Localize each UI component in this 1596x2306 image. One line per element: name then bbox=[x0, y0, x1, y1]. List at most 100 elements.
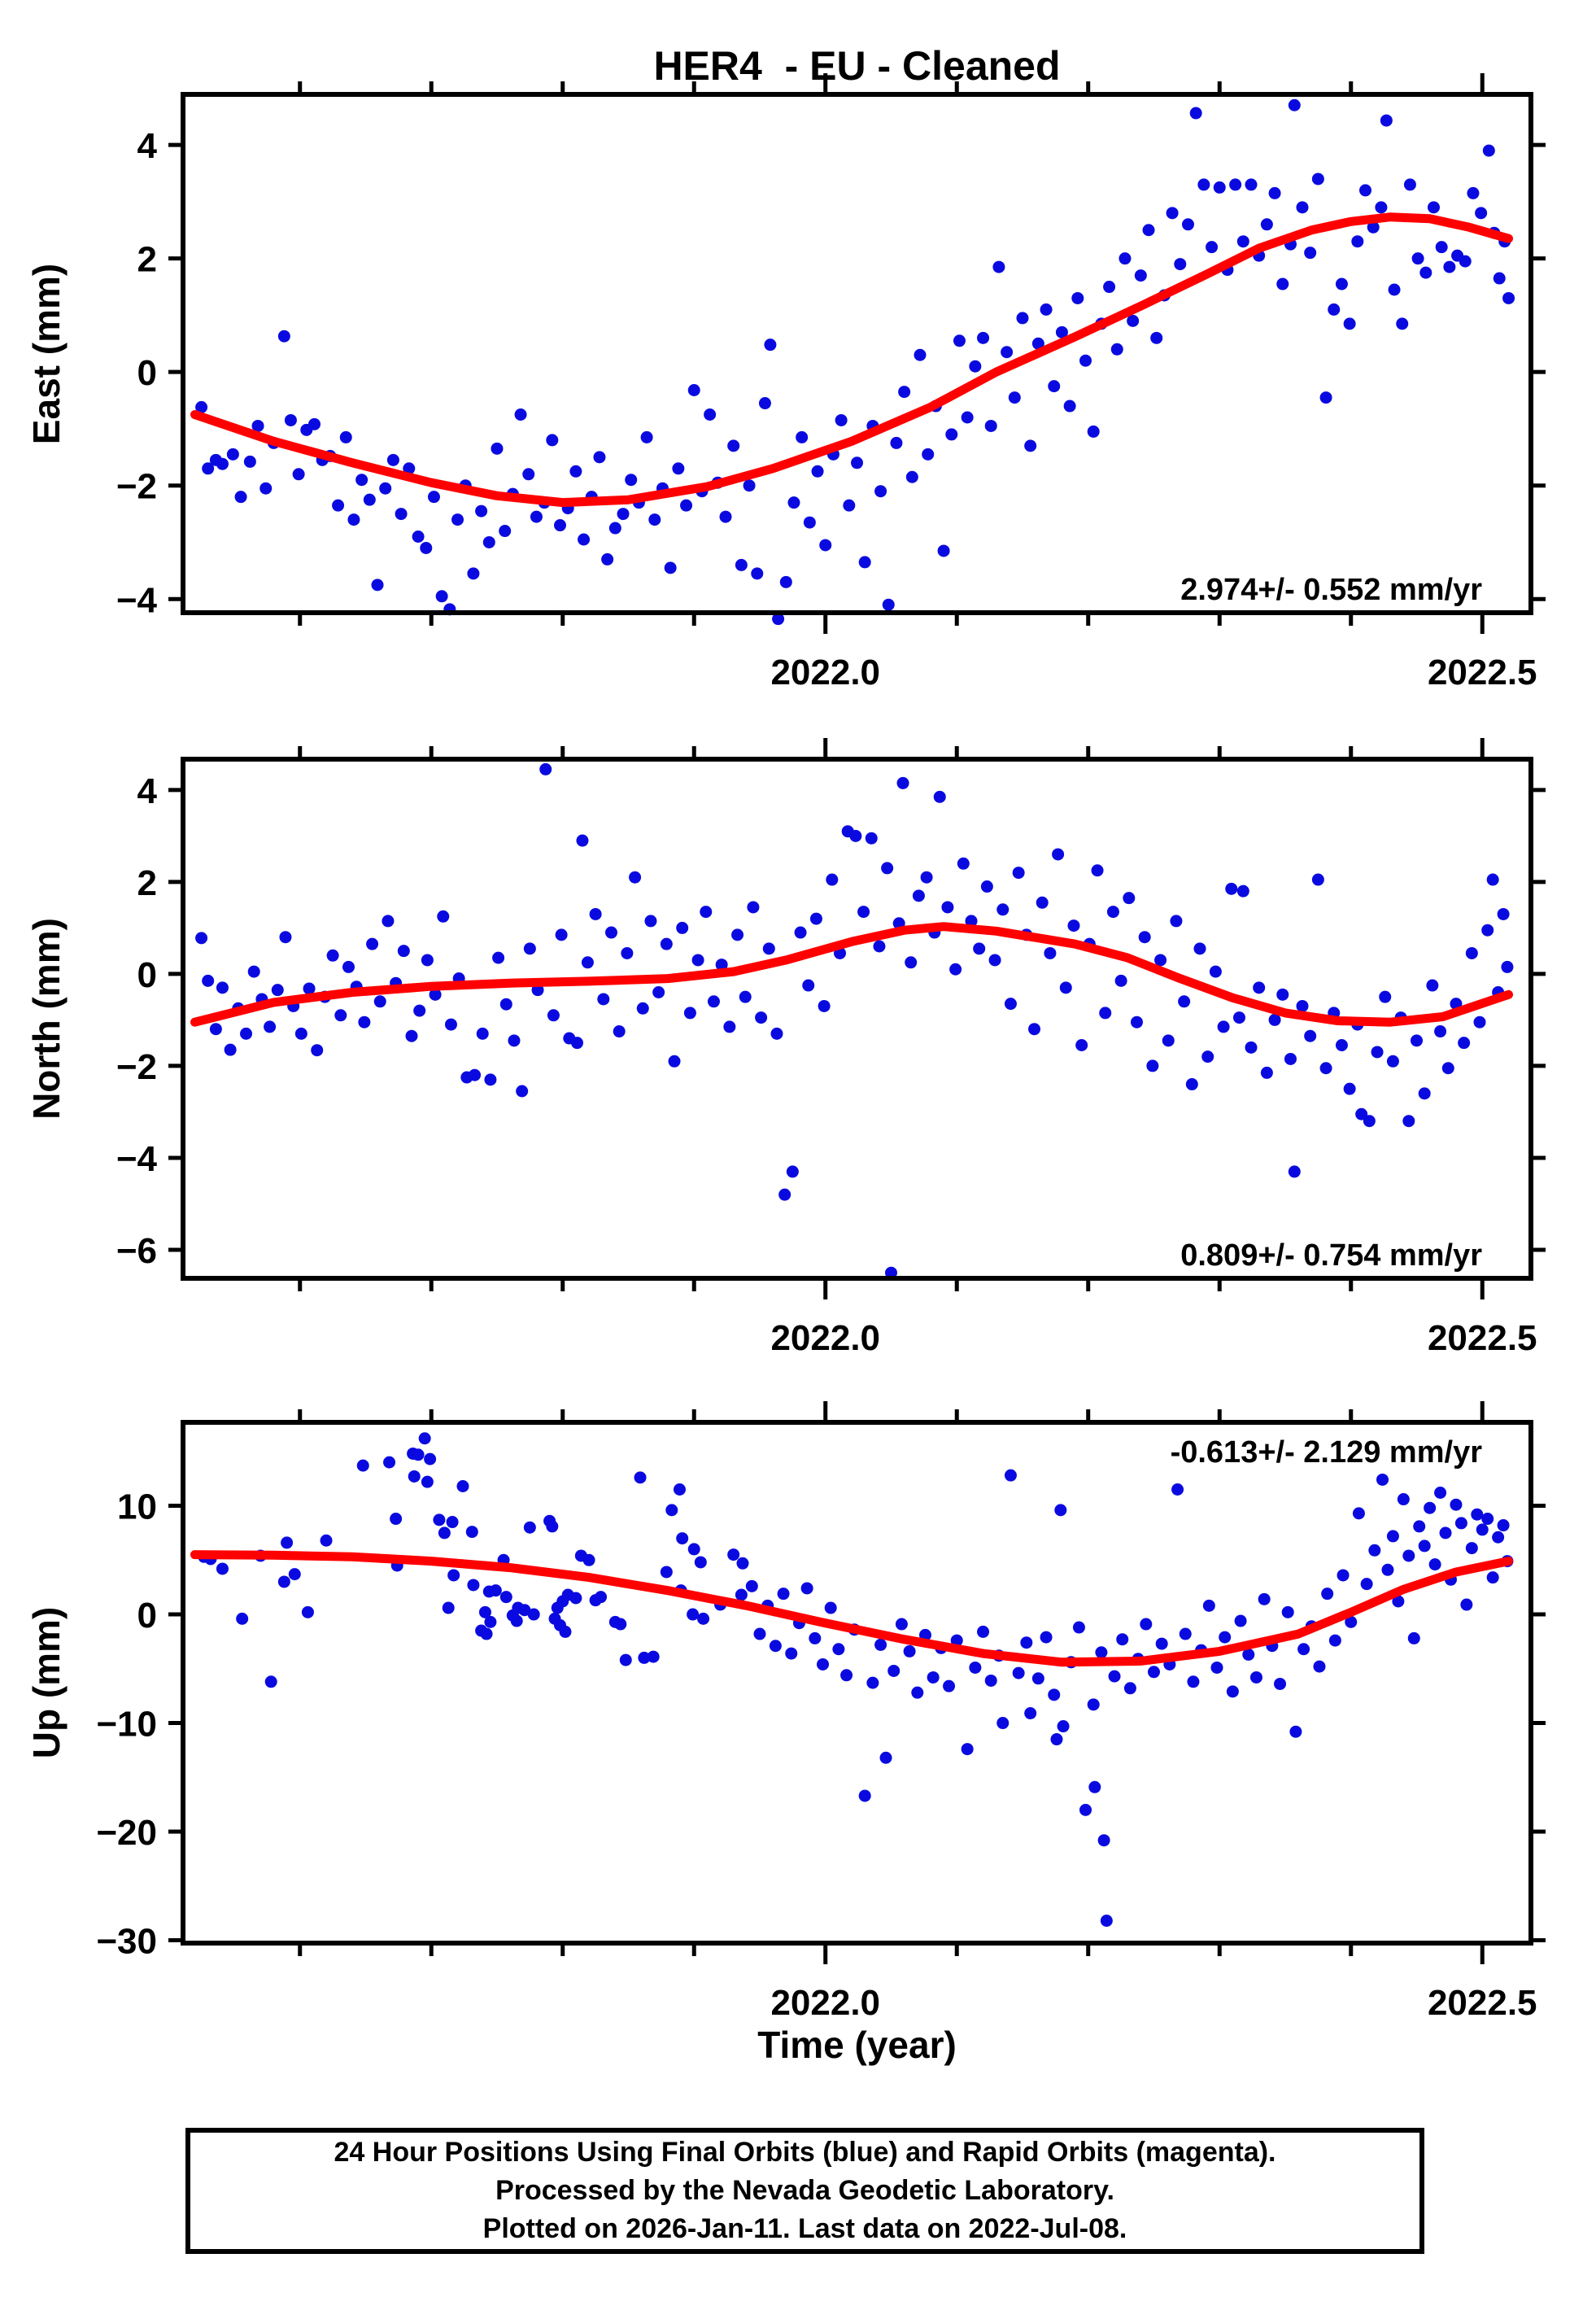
data-point bbox=[1288, 98, 1301, 111]
data-point bbox=[957, 857, 970, 870]
data-point bbox=[849, 829, 862, 842]
plot-border bbox=[181, 1420, 1533, 1946]
data-point bbox=[569, 1592, 582, 1605]
x-tick-label: 2022.5 bbox=[1428, 1318, 1537, 1358]
data-point bbox=[1276, 277, 1289, 290]
data-point bbox=[1044, 946, 1057, 959]
data-point bbox=[743, 479, 756, 492]
data-point bbox=[1236, 884, 1249, 898]
data-point bbox=[1296, 999, 1309, 1012]
data-point bbox=[332, 499, 345, 512]
data-point bbox=[429, 988, 442, 1001]
time-axis-label: Time (year) bbox=[757, 2024, 957, 2066]
data-point bbox=[1134, 269, 1147, 282]
data-point bbox=[779, 575, 792, 588]
data-point bbox=[1170, 915, 1183, 928]
data-point bbox=[1260, 1066, 1273, 1079]
up-plot-canvas: 2022.0 2022.5 10 0 −10 −20 −30 bbox=[96, 1401, 1546, 2023]
data-point bbox=[1020, 1636, 1033, 1649]
data-point bbox=[1219, 1631, 1232, 1644]
data-point bbox=[1328, 1634, 1341, 1647]
data-point bbox=[866, 1676, 879, 1689]
data-point bbox=[895, 1618, 908, 1631]
data-point bbox=[1465, 1542, 1478, 1555]
data-point bbox=[1206, 241, 1219, 254]
data-point bbox=[1337, 1569, 1350, 1582]
data-point bbox=[905, 470, 918, 483]
data-point bbox=[514, 408, 527, 421]
trend-line bbox=[190, 922, 1513, 1027]
data-point bbox=[858, 556, 871, 569]
data-point bbox=[465, 1526, 478, 1539]
data-point bbox=[1155, 1637, 1168, 1650]
data-point bbox=[652, 986, 665, 999]
data-point bbox=[1402, 1549, 1415, 1562]
data-point bbox=[1201, 1050, 1214, 1063]
data-point bbox=[1008, 391, 1021, 404]
data-point bbox=[1475, 207, 1488, 220]
y-tick-label: −4 bbox=[116, 1139, 158, 1179]
data-point bbox=[745, 1579, 758, 1592]
data-point bbox=[1116, 1633, 1129, 1646]
data-point bbox=[236, 1612, 249, 1625]
data-point bbox=[1419, 266, 1432, 279]
data-point bbox=[216, 457, 229, 470]
data-point bbox=[1304, 1029, 1317, 1042]
data-point bbox=[1411, 252, 1424, 265]
data-point bbox=[518, 1604, 531, 1617]
data-point bbox=[595, 1591, 608, 1604]
data-point bbox=[475, 504, 488, 518]
data-point bbox=[1146, 1059, 1159, 1072]
data-point bbox=[1004, 1469, 1017, 1482]
data-point bbox=[489, 1584, 502, 1597]
data-point bbox=[1048, 1688, 1061, 1701]
data-point bbox=[1482, 144, 1495, 157]
data-point bbox=[874, 485, 887, 498]
data-point bbox=[1434, 1487, 1447, 1500]
data-point bbox=[794, 926, 807, 939]
data-point bbox=[582, 1553, 595, 1566]
data-point bbox=[694, 1556, 707, 1569]
data-point bbox=[739, 990, 752, 1003]
y-tick-label: 0 bbox=[137, 353, 157, 393]
data-point bbox=[339, 430, 352, 443]
data-point bbox=[865, 832, 878, 845]
data-point bbox=[625, 474, 638, 487]
y-tick-label: 0 bbox=[137, 955, 157, 995]
data-point bbox=[1100, 1914, 1113, 1927]
up-plot: Up (mm) 2022.0 2022.5 10 0 −10 −20 −30 -0.613+… bbox=[25, 1401, 1546, 2023]
y-tick-label: 2 bbox=[137, 863, 157, 903]
data-point bbox=[1075, 1038, 1088, 1051]
data-point bbox=[467, 567, 480, 580]
data-point bbox=[1367, 221, 1380, 234]
data-point bbox=[1450, 1498, 1463, 1511]
data-point bbox=[403, 462, 416, 475]
east-plot: East (mm) 2022.0 2022.5 4 2 0 −2 −4 2.974+/- 0… bbox=[25, 73, 1546, 692]
data-point bbox=[1048, 380, 1061, 393]
data-point bbox=[427, 491, 440, 504]
data-point bbox=[1379, 990, 1392, 1003]
data-point bbox=[1345, 1615, 1358, 1628]
data-point bbox=[1079, 1803, 1092, 1816]
data-point bbox=[311, 1044, 324, 1057]
data-point bbox=[209, 1023, 222, 1036]
y-tick-label: 10 bbox=[117, 1487, 157, 1527]
data-point bbox=[809, 1631, 822, 1644]
data-point bbox=[1268, 186, 1281, 199]
data-point bbox=[937, 544, 950, 557]
east-velocity-annotation: 2.974+/- 0.552 mm/yr bbox=[1180, 573, 1482, 607]
data-point bbox=[442, 1601, 455, 1614]
data-point bbox=[803, 516, 816, 529]
data-point bbox=[680, 499, 693, 512]
data-point bbox=[762, 942, 775, 955]
data-point bbox=[251, 419, 264, 432]
data-point bbox=[691, 954, 704, 967]
data-point bbox=[858, 1789, 871, 1802]
data-point bbox=[1497, 907, 1510, 920]
data-point bbox=[753, 1627, 766, 1640]
data-point bbox=[195, 932, 208, 945]
data-point bbox=[1024, 439, 1037, 452]
data-point bbox=[1481, 924, 1494, 937]
data-point bbox=[927, 1671, 940, 1684]
data-point bbox=[727, 1548, 740, 1561]
